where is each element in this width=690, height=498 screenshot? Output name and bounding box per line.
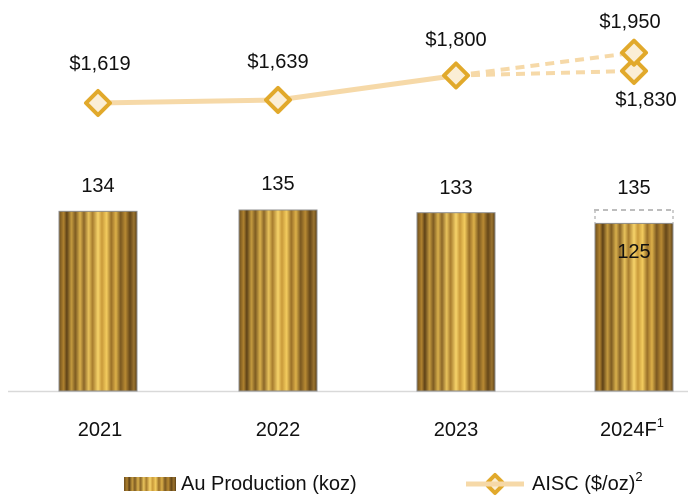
bar-2022	[238, 209, 318, 392]
aisc-marker-2022	[264, 85, 292, 114]
bar-label-2021: 134	[81, 175, 114, 197]
x-tick-text-2022: 2022	[256, 419, 301, 441]
legend-swatch-production	[124, 477, 176, 491]
aisc-marker-2023	[442, 61, 470, 90]
x-tick-superscript-2024F: 1	[657, 415, 664, 430]
aisc-marker-2024F	[620, 56, 648, 85]
legend-label-aisc-superscript: 2	[635, 469, 642, 484]
legend-label-aisc-text: AISC ($/oz)	[532, 473, 635, 495]
x-tick-2023: 2023	[434, 419, 479, 441]
legend-label-production: Au Production (koz)	[181, 473, 357, 495]
aisc-high-label-2024F: $1,950	[599, 11, 660, 33]
ticks-layer: 2021 2022 2023 2024F1	[78, 415, 664, 441]
aisc-marker-high-2024F	[620, 38, 648, 67]
line-layer	[84, 38, 648, 495]
legend: Au Production (koz) AISC ($/oz)2	[124, 469, 643, 495]
aisc-label-2023: $1,800	[425, 29, 486, 51]
labels-layer: 134 135 133 125 135 $1,619 $1,639 $1,800 $1,830 $…	[69, 11, 676, 263]
bar-2024F	[594, 222, 674, 392]
x-tick-2022: 2022	[256, 419, 301, 441]
x-tick-text-2023: 2023	[434, 419, 479, 441]
aisc-forecast-low	[455, 68, 635, 78]
bar-2021	[58, 210, 138, 392]
bar-label-2024F: 125	[617, 241, 650, 263]
bar-2023	[416, 212, 496, 392]
aisc-label-2021: $1,619	[69, 53, 130, 75]
x-tick-2024F: 2024F1	[600, 415, 664, 441]
bar-range-label-2024F: 135	[617, 177, 650, 199]
x-tick-text-2021: 2021	[78, 419, 123, 441]
aisc-marker-2021	[84, 89, 112, 117]
x-tick-text-2024F: 2024F	[600, 419, 657, 441]
aisc-label-2024F: $1,830	[615, 89, 676, 111]
bars-layer	[58, 209, 674, 392]
legend-label-aisc: AISC ($/oz)2	[532, 469, 643, 495]
aisc-label-2022: $1,639	[247, 51, 308, 73]
bar-label-2023: 133	[439, 177, 472, 199]
bar-label-2022: 135	[261, 173, 294, 195]
x-tick-2021: 2021	[78, 419, 123, 441]
